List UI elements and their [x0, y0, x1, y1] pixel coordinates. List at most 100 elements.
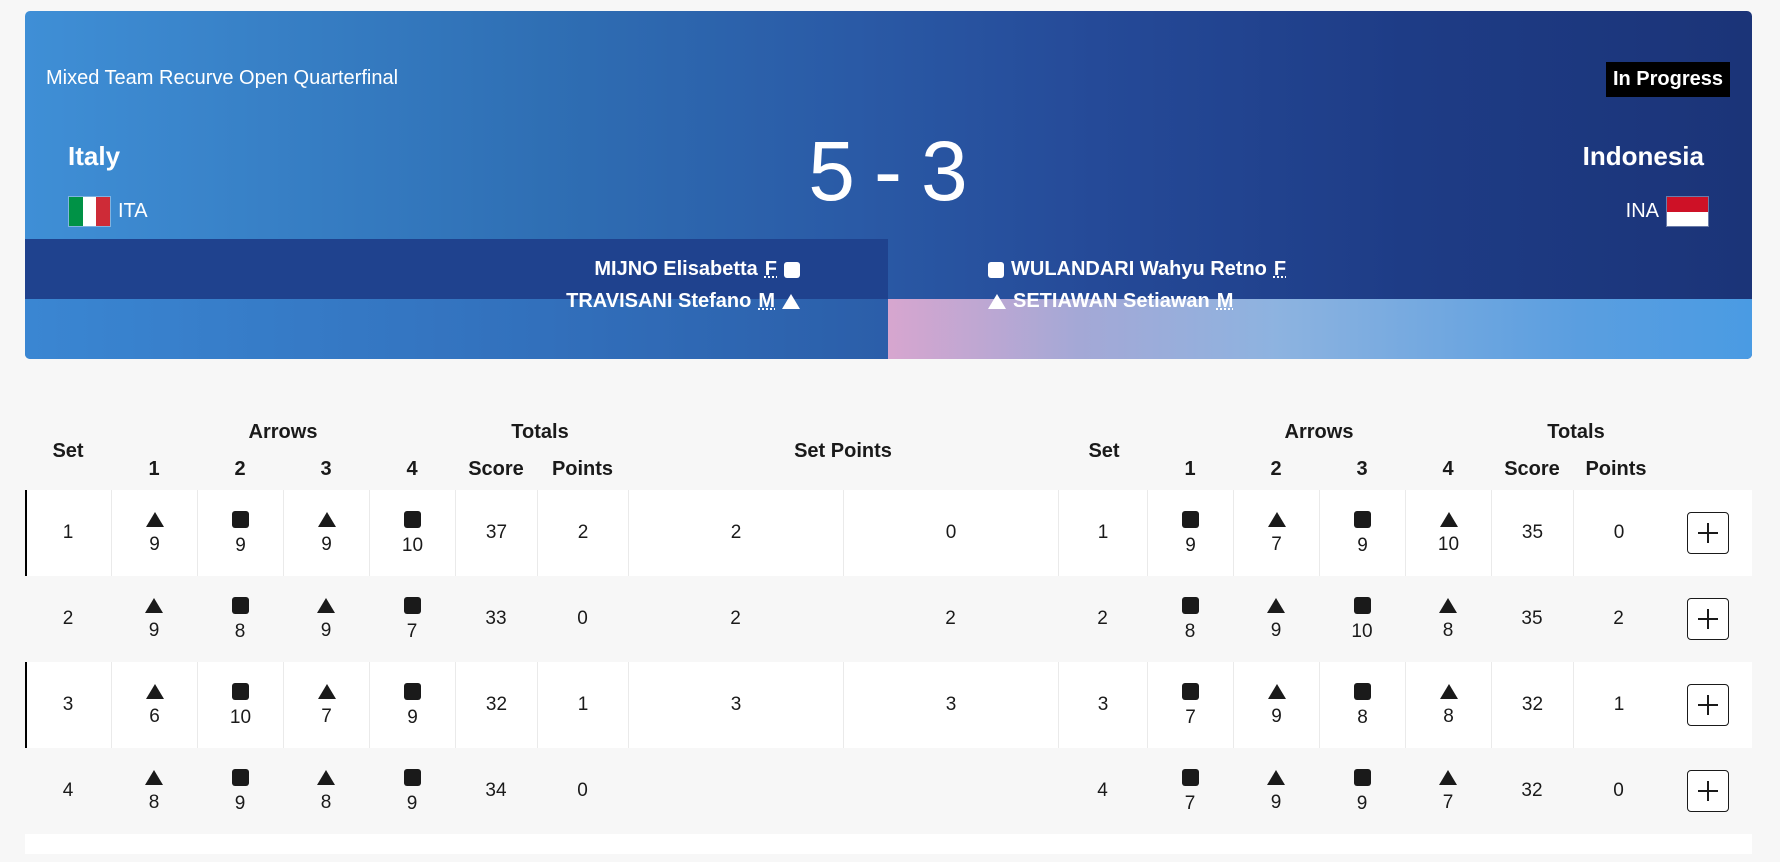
header-score-left: Score [468, 458, 524, 480]
set-points-left: 3 [628, 662, 843, 748]
arrow-score: 10 [229, 707, 252, 728]
athlete-left-2[interactable]: TRAVISANI Stefano M [566, 290, 800, 313]
arrow-score: 9 [1270, 792, 1282, 813]
arrow-cell: 9 [283, 576, 369, 662]
arrow-cell: 10 [1319, 576, 1405, 662]
triangle-icon [145, 598, 163, 613]
square-icon [988, 261, 1004, 278]
square-icon [1354, 511, 1371, 528]
match-header: Mixed Team Recurve Open Quarterfinal In … [25, 11, 1752, 359]
arrow-score: 7 [1184, 793, 1196, 814]
header-score-right: Score [1504, 458, 1560, 480]
arrow-cell: 7 [1405, 748, 1491, 834]
header-arrow-4-right: 4 [1442, 458, 1454, 480]
expand-row-button[interactable] [1687, 512, 1729, 554]
set-number-left: 3 [62, 694, 74, 715]
arrow-cell: 9 [1233, 748, 1319, 834]
arrow-cell: 10 [1405, 490, 1491, 576]
arrow-cell: 9 [197, 748, 283, 834]
arrow-cell: 8 [1319, 662, 1405, 748]
italy-flag-icon [68, 196, 111, 227]
arrow-cell: 8 [283, 748, 369, 834]
set-number-right: 3 [1058, 662, 1147, 748]
total-points-right: 0 [1573, 490, 1664, 576]
score-right: 3 [920, 124, 969, 218]
triangle-icon [1267, 598, 1285, 613]
square-icon [1354, 683, 1371, 700]
arrow-score: 8 [1184, 621, 1196, 642]
total-score-right: 32 [1521, 780, 1543, 801]
header-arrow-2-right: 2 [1270, 458, 1282, 480]
square-icon [231, 597, 249, 614]
triangle-icon [1267, 770, 1285, 785]
team-code-right: INA [1626, 196, 1709, 227]
arrow-cell: 6 [111, 662, 197, 748]
expand-row-button[interactable] [1687, 684, 1729, 726]
arrow-cell: 7 [1147, 662, 1233, 748]
square-icon [1182, 683, 1199, 700]
arrow-score: 8 [1443, 706, 1454, 727]
square-icon [1181, 597, 1199, 614]
total-score-right: 32 [1491, 662, 1573, 748]
triangle-icon [1439, 770, 1457, 785]
athlete-right-2[interactable]: SETIAWAN Setiawan M [988, 290, 1233, 313]
set-number-left: 2 [62, 608, 74, 629]
indonesia-flag-icon [1666, 196, 1709, 227]
arrow-cell: 8 [111, 748, 197, 834]
total-score-left: 33 [485, 608, 507, 629]
triangle-icon [988, 294, 1006, 309]
arrow-score: 9 [148, 620, 160, 641]
square-icon [232, 683, 249, 700]
set-number-right: 2 [1097, 608, 1108, 629]
athlete-gender: F [1273, 258, 1287, 280]
athlete-left-1[interactable]: MIJNO Elisabetta F [594, 258, 800, 281]
table-row: 4 8 9 8 9 34 0 4 7 9 9 7 32 0 [25, 748, 1752, 834]
arrow-score: 9 [320, 620, 332, 641]
total-score-right: 35 [1491, 490, 1573, 576]
arrow-cell: 9 [1233, 576, 1319, 662]
header-arrow-1-left: 1 [148, 458, 160, 480]
athlete-name: SETIAWAN Setiawan [1013, 290, 1210, 312]
arrow-cell: 9 [1233, 662, 1319, 748]
set-points-right: 0 [843, 490, 1058, 576]
row-indicator [25, 662, 27, 748]
arrow-score: 10 [401, 535, 424, 556]
match-score: 5-3 [25, 129, 1752, 213]
status-badge: In Progress [1605, 62, 1730, 97]
arrow-score: 9 [1357, 535, 1368, 556]
arrow-score: 6 [149, 706, 160, 727]
triangle-icon [145, 770, 163, 785]
arrow-score: 7 [321, 706, 332, 727]
arrow-score: 7 [1442, 792, 1454, 813]
arrow-score: 9 [407, 707, 418, 728]
arrow-cell: 8 [1147, 576, 1233, 662]
square-icon [1181, 769, 1199, 786]
expand-row-button[interactable] [1687, 598, 1729, 640]
total-points-left: 0 [577, 608, 588, 629]
arrow-cell: 9 [111, 576, 197, 662]
header-set-left: Set [52, 440, 84, 462]
triangle-icon [145, 684, 164, 699]
score-left: 5 [808, 124, 856, 218]
arrow-score: 9 [235, 535, 246, 556]
arrow-score: 7 [1185, 707, 1196, 728]
athlete-gender: M [758, 290, 775, 312]
total-points-right: 0 [1613, 780, 1624, 801]
square-icon [404, 683, 421, 700]
header-arrows-left: Arrows [248, 421, 318, 443]
set-number-right: 1 [1058, 490, 1147, 576]
table-row: 2 9 8 9 7 33 0 2 2 2 8 9 10 8 35 2 [25, 576, 1752, 662]
total-points-right: 1 [1573, 662, 1664, 748]
triangle-icon [1267, 512, 1286, 527]
expand-row-button[interactable] [1687, 770, 1729, 812]
square-icon [1353, 769, 1371, 786]
arrow-score: 9 [321, 534, 332, 555]
athlete-right-1[interactable]: WULANDARI Wahyu Retno F [988, 258, 1286, 281]
arrow-cell: 9 [1147, 490, 1233, 576]
triangle-icon [317, 684, 336, 699]
table-row: 1 9 9 9 10 37 2 2 0 1 9 7 9 10 35 0 [25, 490, 1752, 576]
triangle-icon [317, 770, 335, 785]
set-number-left: 4 [62, 780, 74, 801]
total-points-left: 2 [537, 490, 628, 576]
header-points-left: Points [551, 458, 614, 480]
